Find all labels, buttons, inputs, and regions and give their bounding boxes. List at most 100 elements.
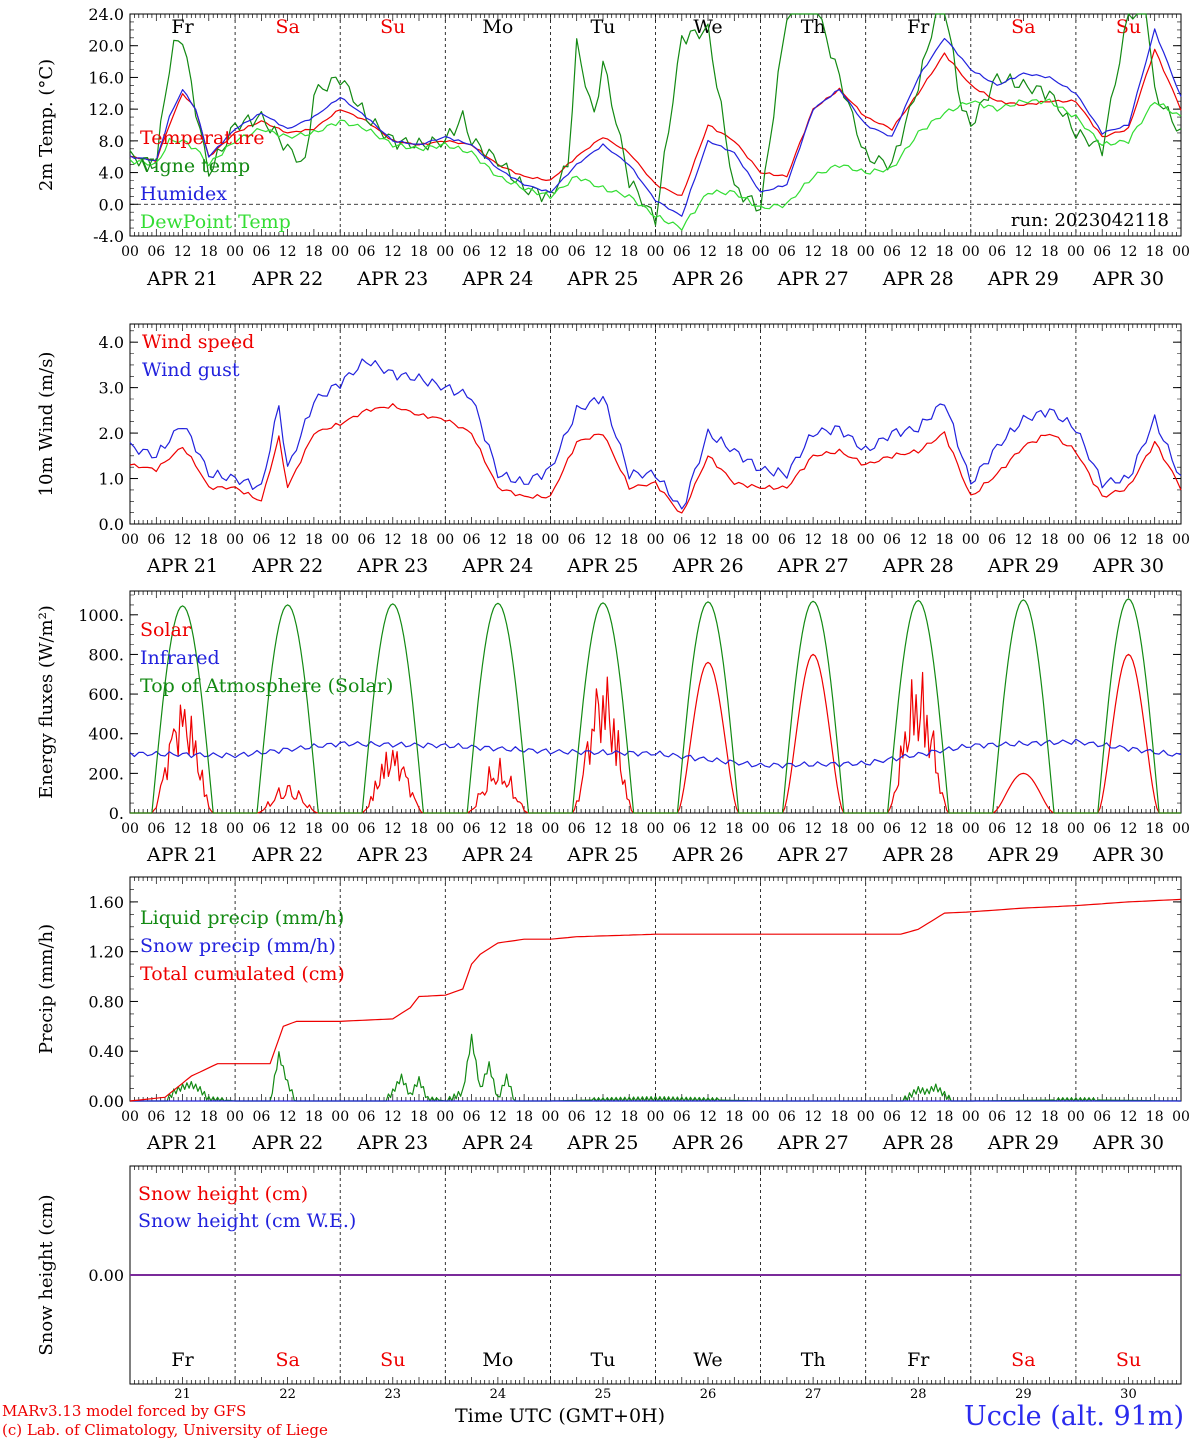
hour-tick-label: 18 xyxy=(515,1109,533,1125)
y-axis-label: 2m Temp. (°C) xyxy=(36,59,57,191)
y-tick-label: 1.0 xyxy=(99,470,124,489)
hour-tick-label: 06 xyxy=(463,244,481,260)
hour-tick-label: 12 xyxy=(909,1109,927,1125)
hour-tick-label: 12 xyxy=(594,244,612,260)
weekday-label: Su xyxy=(380,1349,405,1371)
y-tick-label: 600. xyxy=(88,685,124,704)
hour-tick-label: 00 xyxy=(331,821,349,837)
hour-tick-label: 00 xyxy=(331,1109,349,1125)
series-line xyxy=(129,898,1182,1102)
station-name: Uccle (alt. 91m) xyxy=(964,1401,1184,1432)
hour-tick-label: 00 xyxy=(1067,532,1085,548)
legend-entry: Top of Atmosphere (Solar) xyxy=(140,675,393,697)
hour-tick-label: 12 xyxy=(1120,532,1138,548)
hour-tick-label: 12 xyxy=(489,821,507,837)
day-number-label: 24 xyxy=(490,1387,507,1402)
date-label: APR 29 xyxy=(987,268,1059,290)
y-tick-label: 4.0 xyxy=(99,164,124,183)
weekday-label: Fr xyxy=(907,16,930,38)
hour-tick-label: 06 xyxy=(988,244,1006,260)
credit-lab: (c) Lab. of Climatology, University of L… xyxy=(2,1421,328,1439)
y-tick-label: 16.0 xyxy=(88,68,124,87)
hour-tick-label: 18 xyxy=(410,244,428,260)
weekday-label: Tu xyxy=(590,1349,615,1371)
y-axis-label: Precip (mm/h) xyxy=(36,924,57,1054)
date-label: APR 28 xyxy=(882,1132,954,1154)
day-number-label: 21 xyxy=(174,1387,191,1402)
y-tick-label: -4.0 xyxy=(93,227,124,246)
hour-tick-label: 06 xyxy=(988,532,1006,548)
date-label: APR 22 xyxy=(251,1132,323,1154)
date-label: APR 26 xyxy=(672,268,744,290)
hour-tick-label: 00 xyxy=(647,821,665,837)
hour-tick-label: 06 xyxy=(778,1109,796,1125)
y-tick-label: 8.0 xyxy=(99,132,124,151)
hour-tick-label: 12 xyxy=(804,244,822,260)
date-label: APR 25 xyxy=(566,555,638,577)
hour-tick-label: 12 xyxy=(699,821,717,837)
hour-tick-label: 00 xyxy=(121,821,139,837)
date-label: APR 26 xyxy=(672,1132,744,1154)
weekday-label: Fr xyxy=(171,1349,194,1371)
date-label: APR 29 xyxy=(987,555,1059,577)
hour-tick-label: 06 xyxy=(358,821,376,837)
hour-tick-label: 00 xyxy=(1067,821,1085,837)
weekday-label: Sa xyxy=(275,16,299,38)
date-label: APR 23 xyxy=(356,555,428,577)
weekday-label: Su xyxy=(380,16,405,38)
y-tick-label: 800. xyxy=(88,645,124,664)
hour-tick-label: 12 xyxy=(594,821,612,837)
y-tick-label: 0.80 xyxy=(88,992,124,1011)
weekday-label: Th xyxy=(801,1349,826,1371)
hour-tick-label: 06 xyxy=(1093,1109,1111,1125)
hour-tick-label: 18 xyxy=(1146,244,1164,260)
day-number-label: 30 xyxy=(1120,1387,1137,1402)
y-tick-label: 0.40 xyxy=(88,1042,124,1061)
date-label: APR 24 xyxy=(461,1132,533,1154)
day-number-label: 25 xyxy=(595,1387,612,1402)
hour-tick-label: 12 xyxy=(174,532,192,548)
hour-tick-label: 06 xyxy=(778,821,796,837)
hour-tick-label: 12 xyxy=(384,1109,402,1125)
hour-tick-label: 00 xyxy=(541,244,559,260)
legend-entry: Infrared xyxy=(140,647,220,669)
hour-tick-label: 18 xyxy=(725,244,743,260)
hour-tick-label: 00 xyxy=(752,821,770,837)
y-tick-label: 400. xyxy=(88,725,124,744)
date-label: APR 24 xyxy=(461,268,533,290)
hour-tick-label: 06 xyxy=(673,244,691,260)
hour-tick-label: 18 xyxy=(936,1109,954,1125)
hour-tick-label: 18 xyxy=(831,821,849,837)
hour-tick-label: 00 xyxy=(962,821,980,837)
hour-tick-label: 06 xyxy=(988,1109,1006,1125)
series-line xyxy=(129,358,1182,510)
date-label: APR 27 xyxy=(777,268,849,290)
weekday-label: Th xyxy=(801,16,826,38)
hour-tick-label: 00 xyxy=(752,532,770,548)
y-tick-label: 1.60 xyxy=(88,893,124,912)
hour-tick-label: 18 xyxy=(831,1109,849,1125)
hour-tick-label: 18 xyxy=(410,532,428,548)
hour-tick-label: 06 xyxy=(463,532,481,548)
hour-tick-label: 00 xyxy=(436,1109,454,1125)
weekday-label: Mo xyxy=(482,1349,513,1371)
legend-entry: Vigne temp xyxy=(139,155,250,177)
hour-tick-label: 00 xyxy=(857,821,875,837)
hour-tick-label: 06 xyxy=(988,821,1006,837)
hour-tick-label: 18 xyxy=(620,532,638,548)
credit-model: MARv3.13 model forced by GFS xyxy=(2,1402,247,1420)
y-tick-label: 3.0 xyxy=(99,379,124,398)
hour-tick-label: 06 xyxy=(568,532,586,548)
hour-tick-label: 00 xyxy=(1067,244,1085,260)
hour-tick-label: 00 xyxy=(226,532,244,548)
hour-tick-label: 18 xyxy=(515,821,533,837)
date-label: APR 30 xyxy=(1092,555,1164,577)
weekday-label: Sa xyxy=(1011,1349,1035,1371)
hour-tick-label: 00 xyxy=(541,532,559,548)
hour-tick-label: 06 xyxy=(252,821,270,837)
weekday-label: We xyxy=(693,1349,722,1371)
series-line xyxy=(129,28,1182,217)
weekday-label: Su xyxy=(1116,1349,1141,1371)
date-label: APR 26 xyxy=(672,555,744,577)
